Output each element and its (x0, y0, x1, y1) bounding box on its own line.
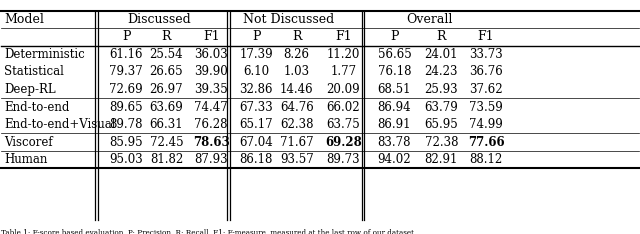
Text: 76.28: 76.28 (195, 118, 228, 131)
Text: 26.65: 26.65 (150, 66, 183, 78)
Text: 86.91: 86.91 (378, 118, 411, 131)
Text: F1: F1 (335, 30, 351, 44)
Text: 67.04: 67.04 (239, 135, 273, 149)
Text: R: R (162, 30, 171, 44)
Text: 81.82: 81.82 (150, 153, 183, 166)
Text: 89.65: 89.65 (109, 101, 143, 113)
Text: Table 1: F-score based evaluation. P: Precision, R: Recall, F1: F-measure, measu: Table 1: F-score based evaluation. P: Pr… (1, 228, 413, 234)
Text: 65.17: 65.17 (239, 118, 273, 131)
Text: R: R (436, 30, 446, 44)
Text: End-to-end+Visual: End-to-end+Visual (4, 118, 115, 131)
Text: 77.66: 77.66 (468, 135, 504, 149)
Text: 72.45: 72.45 (150, 135, 183, 149)
Text: 20.09: 20.09 (326, 83, 360, 96)
Text: Viscoref: Viscoref (4, 135, 52, 149)
Text: Discussed: Discussed (127, 13, 191, 26)
Text: 64.76: 64.76 (280, 101, 314, 113)
Text: 24.01: 24.01 (424, 48, 458, 61)
Text: 79.37: 79.37 (109, 66, 143, 78)
Text: 26.97: 26.97 (150, 83, 183, 96)
Text: 86.18: 86.18 (239, 153, 273, 166)
Text: 82.91: 82.91 (425, 153, 458, 166)
Text: 69.28: 69.28 (325, 135, 362, 149)
Text: 36.76: 36.76 (469, 66, 503, 78)
Text: 93.57: 93.57 (280, 153, 314, 166)
Text: 11.20: 11.20 (326, 48, 360, 61)
Text: 89.78: 89.78 (109, 118, 143, 131)
Text: 73.59: 73.59 (469, 101, 503, 113)
Text: 72.69: 72.69 (109, 83, 143, 96)
Text: Deep-RL: Deep-RL (4, 83, 56, 96)
Text: 95.03: 95.03 (109, 153, 143, 166)
Text: 63.69: 63.69 (150, 101, 183, 113)
Text: 65.95: 65.95 (424, 118, 458, 131)
Text: End-to-end: End-to-end (4, 101, 69, 113)
Text: 78.63: 78.63 (193, 135, 230, 149)
Text: Statistical: Statistical (4, 66, 64, 78)
Text: 66.31: 66.31 (150, 118, 183, 131)
Text: F1: F1 (203, 30, 220, 44)
Text: 62.38: 62.38 (280, 118, 314, 131)
Text: F1: F1 (477, 30, 494, 44)
Text: P: P (122, 30, 131, 44)
Text: P: P (252, 30, 260, 44)
Text: 68.51: 68.51 (378, 83, 411, 96)
Text: 86.94: 86.94 (378, 101, 412, 113)
Text: 36.03: 36.03 (195, 48, 228, 61)
Text: Human: Human (4, 153, 47, 166)
Text: 39.35: 39.35 (195, 83, 228, 96)
Text: 1.03: 1.03 (284, 66, 310, 78)
Text: 72.38: 72.38 (424, 135, 458, 149)
Text: 56.65: 56.65 (378, 48, 412, 61)
Text: 25.93: 25.93 (424, 83, 458, 96)
Text: 71.67: 71.67 (280, 135, 314, 149)
Text: 39.90: 39.90 (195, 66, 228, 78)
Text: 32.86: 32.86 (239, 83, 273, 96)
Text: 33.73: 33.73 (469, 48, 503, 61)
Text: 66.02: 66.02 (326, 101, 360, 113)
Text: 63.75: 63.75 (326, 118, 360, 131)
Text: Overall: Overall (406, 13, 452, 26)
Text: 1.77: 1.77 (330, 66, 356, 78)
Text: P: P (390, 30, 399, 44)
Text: Model: Model (4, 13, 44, 26)
Text: 85.95: 85.95 (109, 135, 143, 149)
Text: 94.02: 94.02 (378, 153, 412, 166)
Text: 17.39: 17.39 (239, 48, 273, 61)
Text: 8.26: 8.26 (284, 48, 310, 61)
Text: 76.18: 76.18 (378, 66, 411, 78)
Text: 74.99: 74.99 (469, 118, 503, 131)
Text: 83.78: 83.78 (378, 135, 411, 149)
Text: 14.46: 14.46 (280, 83, 314, 96)
Text: Not Discussed: Not Discussed (243, 13, 335, 26)
Text: 63.79: 63.79 (424, 101, 458, 113)
Text: 6.10: 6.10 (243, 66, 269, 78)
Text: 74.47: 74.47 (195, 101, 228, 113)
Text: 24.23: 24.23 (424, 66, 458, 78)
Text: Deterministic: Deterministic (4, 48, 84, 61)
Text: R: R (292, 30, 301, 44)
Text: 87.93: 87.93 (195, 153, 228, 166)
Text: 88.12: 88.12 (469, 153, 502, 166)
Text: 61.16: 61.16 (109, 48, 143, 61)
Text: 89.73: 89.73 (326, 153, 360, 166)
Text: 25.54: 25.54 (150, 48, 183, 61)
Text: 37.62: 37.62 (469, 83, 503, 96)
Text: 67.33: 67.33 (239, 101, 273, 113)
